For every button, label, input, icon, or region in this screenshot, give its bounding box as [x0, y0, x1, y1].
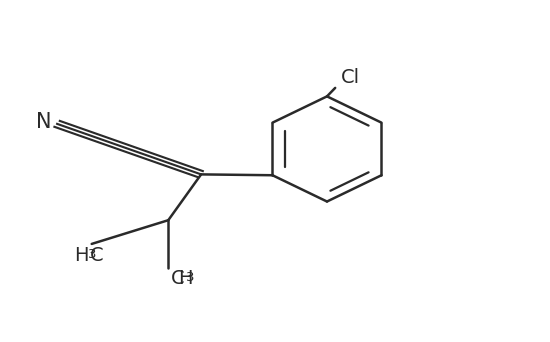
Text: Cl: Cl [340, 68, 360, 87]
Text: C: C [171, 269, 185, 288]
Text: C: C [90, 246, 104, 265]
Text: N: N [36, 113, 52, 132]
Text: 3: 3 [186, 271, 194, 284]
Text: 3: 3 [87, 248, 96, 261]
Text: H: H [74, 246, 89, 265]
Text: H: H [178, 269, 192, 288]
